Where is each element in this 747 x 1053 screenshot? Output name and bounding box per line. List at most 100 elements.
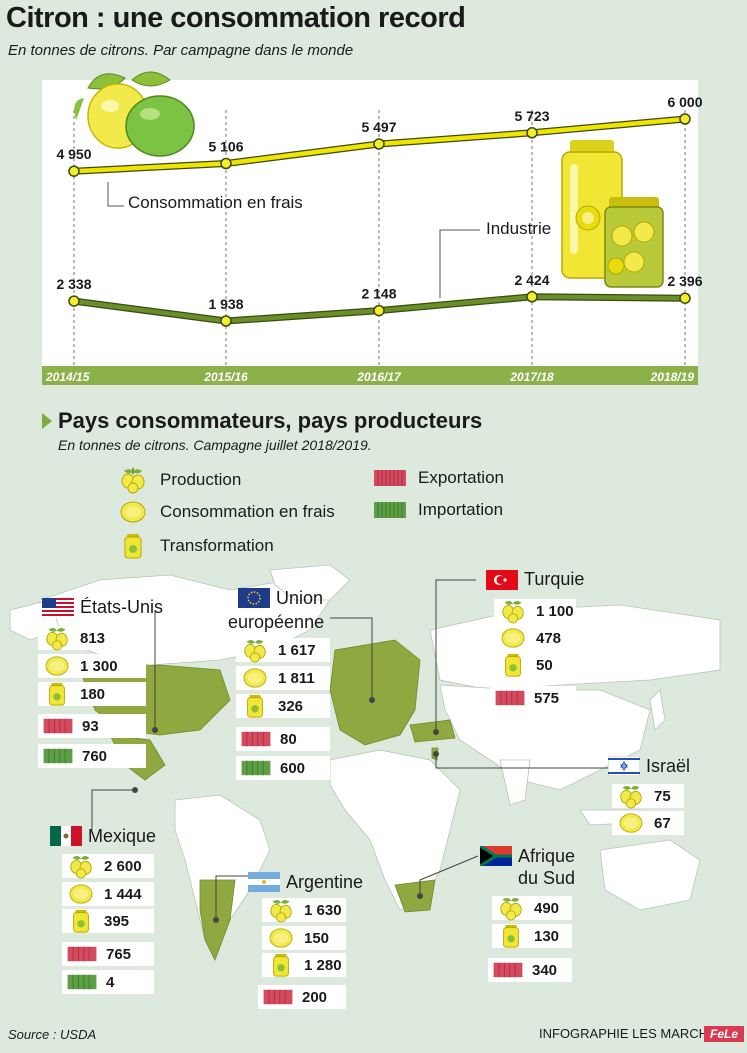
map-greenland — [269, 564, 351, 601]
legend-production: Production — [118, 466, 241, 494]
value-number: 1 617 — [278, 641, 316, 659]
import-icon — [43, 748, 73, 764]
data-point — [68, 295, 80, 307]
data-point — [526, 291, 538, 303]
production-icon — [620, 785, 642, 809]
mexico-flag-icon — [50, 826, 82, 846]
export-icon — [374, 470, 406, 486]
value-number: 50 — [536, 656, 553, 674]
turkey-flag-icon — [486, 570, 518, 590]
export-icon — [43, 718, 73, 734]
production-icon — [270, 899, 292, 923]
lemon-slice-icon — [619, 813, 643, 833]
jar-icon — [503, 924, 519, 948]
import-icon — [67, 974, 97, 990]
data-label: 2 338 — [56, 276, 91, 292]
source-note: Source : USDA — [8, 1027, 97, 1042]
lemon-slice-icon — [243, 668, 267, 688]
eu-flag-icon — [238, 588, 270, 608]
value-export: 765 — [62, 942, 154, 966]
value-number: 760 — [82, 747, 108, 765]
production-icon — [46, 627, 68, 651]
x-tick-label: 2017/18 — [509, 370, 554, 384]
value-export: 575 — [490, 686, 576, 710]
gridlines — [73, 110, 686, 366]
value-number: 1 280 — [304, 956, 342, 974]
page-subtitle: En tonnes de citrons. Par campagne dans … — [8, 42, 354, 59]
value-number: 67 — [654, 814, 671, 832]
value-fresh: 478 — [494, 626, 576, 650]
map-asia — [439, 684, 651, 791]
value-number: 395 — [104, 912, 130, 930]
value-number: 80 — [280, 730, 297, 748]
value-number: 93 — [82, 717, 99, 735]
data-point — [679, 113, 691, 125]
country-name-israel: Israël — [646, 756, 691, 776]
data-label: 5 723 — [514, 108, 549, 124]
export-icon — [241, 731, 271, 747]
jars-illustration — [561, 140, 664, 288]
data-label: 1 938 — [208, 296, 243, 312]
value-fresh: 1 811 — [236, 666, 330, 690]
publisher-logo: FeLe — [704, 1026, 744, 1042]
value-number: 490 — [534, 899, 560, 917]
data-label: 5 497 — [361, 119, 396, 135]
lemon-slice-icon — [501, 628, 525, 648]
series-label-industry: Industrie — [486, 219, 551, 238]
x-axis-ticks: 2014/15 2015/16 2016/17 2017/18 2018/19 — [45, 370, 694, 384]
legend-export: Exportation — [374, 468, 504, 488]
section-subtitle: En tonnes de citrons. Campagne juillet 2… — [58, 437, 372, 453]
legend-production-label: Production — [160, 470, 242, 489]
south-africa-flag-icon — [480, 846, 512, 866]
data-label: 2 396 — [667, 273, 702, 289]
value-number: 1 444 — [104, 885, 142, 903]
value-number: 130 — [534, 927, 560, 945]
country-name-argentina: Argentine — [286, 872, 364, 892]
country-name-south-africa-line1: Afrique — [518, 846, 576, 866]
data-label: 5 106 — [208, 139, 243, 155]
export-icon — [67, 946, 97, 962]
series-layer: 4 950 5 106 5 497 5 723 6 000 2 338 1 938 2 148… — [56, 94, 703, 327]
value-processing: 326 — [236, 694, 330, 718]
export-icon — [263, 989, 293, 1005]
value-import: 600 — [236, 756, 330, 780]
data-point — [68, 165, 80, 177]
jar-icon — [505, 653, 521, 677]
legend-processing-label: Transformation — [160, 536, 274, 555]
lemon-slice-icon — [120, 501, 146, 523]
jar-icon — [124, 534, 142, 559]
value-number: 2 600 — [104, 857, 142, 875]
series-label-fresh: Consommation en frais — [128, 193, 303, 212]
map-south-africa — [394, 879, 436, 913]
value-processing: 50 — [494, 653, 576, 677]
argentina-flag-icon — [248, 872, 280, 892]
country-name-south-africa-line2: du Sud — [518, 868, 576, 888]
israel-flag-icon — [608, 756, 640, 776]
x-tick-label: 2014/15 — [45, 370, 90, 384]
country-name-eu-line2: européenne — [228, 612, 325, 632]
callout-mexico — [91, 789, 135, 830]
value-number: 813 — [80, 629, 106, 647]
value-number: 478 — [536, 629, 562, 647]
value-number: 1 811 — [278, 669, 315, 687]
value-production: 1 100 — [494, 599, 576, 624]
callout-israel — [435, 754, 608, 769]
lemon-slice-icon — [69, 884, 93, 904]
country-name-eu-line1: Union — [276, 588, 324, 608]
value-number: 326 — [278, 697, 304, 715]
usa-flag-icon — [42, 598, 74, 618]
legend-import-label: Importation — [418, 500, 504, 519]
credit-text: INFOGRAPHIE LES MARCHÉS — [539, 1026, 726, 1041]
value-number: 340 — [532, 961, 558, 979]
data-point — [679, 292, 691, 304]
lemon-slice-icon — [45, 656, 69, 676]
value-production: 1 617 — [236, 638, 330, 663]
value-processing: 130 — [492, 924, 572, 948]
export-icon — [493, 962, 523, 978]
production-icon — [70, 855, 92, 879]
value-number: 75 — [654, 787, 671, 805]
data-label: 2 424 — [514, 272, 549, 288]
value-number: 765 — [106, 945, 132, 963]
value-processing: 180 — [38, 682, 146, 706]
data-label: 2 148 — [361, 286, 396, 302]
